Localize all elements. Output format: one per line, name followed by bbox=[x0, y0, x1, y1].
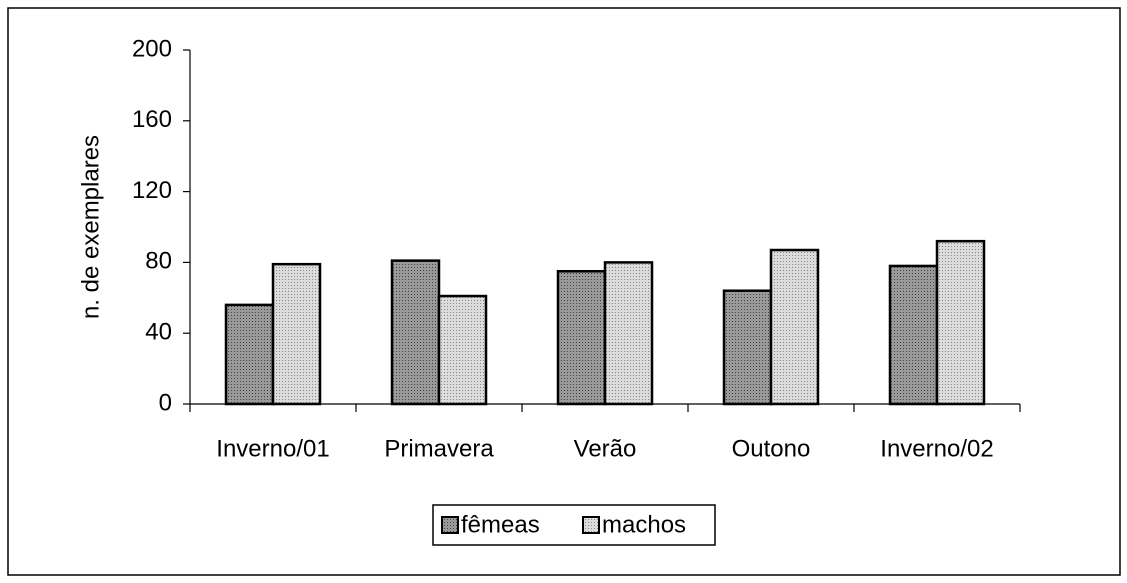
legend-swatch bbox=[441, 516, 459, 534]
x-tick-label: Verão bbox=[574, 435, 637, 462]
bar bbox=[390, 259, 441, 406]
y-tick-label: 40 bbox=[145, 319, 172, 346]
bar bbox=[722, 289, 773, 406]
bar bbox=[271, 262, 322, 406]
y-tick-label: 0 bbox=[159, 389, 172, 416]
bar bbox=[224, 303, 275, 406]
y-axis-label: n. de exemplares bbox=[77, 135, 104, 319]
legend-box bbox=[432, 504, 716, 546]
legend-label: fêmeas bbox=[461, 511, 540, 538]
x-tick-label: Inverno/02 bbox=[880, 435, 993, 462]
bar bbox=[437, 294, 488, 406]
x-tick-label: Inverno/01 bbox=[216, 435, 329, 462]
bar bbox=[888, 264, 939, 406]
legend-swatch bbox=[582, 516, 600, 534]
x-tick-label: Outono bbox=[732, 435, 811, 462]
legend-label: machos bbox=[602, 511, 686, 538]
bar bbox=[935, 239, 986, 406]
y-tick-label: 120 bbox=[132, 177, 172, 204]
y-tick-label: 80 bbox=[145, 248, 172, 275]
bar bbox=[769, 248, 820, 406]
y-tick-label: 160 bbox=[132, 106, 172, 133]
bar bbox=[556, 270, 607, 406]
bar bbox=[603, 261, 654, 406]
x-tick-label: Primavera bbox=[384, 435, 494, 462]
y-tick-label: 200 bbox=[132, 35, 172, 62]
